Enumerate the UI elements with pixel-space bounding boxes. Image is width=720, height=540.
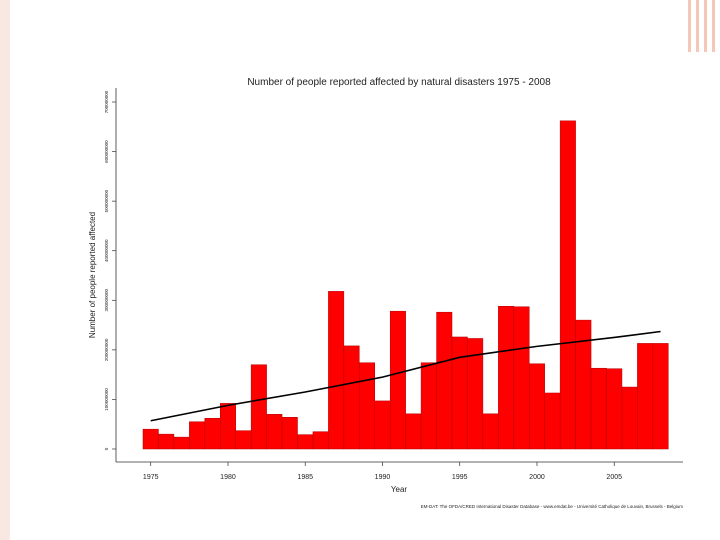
y-tick-label: 500000000 xyxy=(104,189,109,212)
x-tick-label: 1995 xyxy=(452,474,468,481)
bar-1981 xyxy=(235,430,252,450)
bar-1979 xyxy=(204,418,221,450)
bar-2000 xyxy=(529,363,545,450)
bar-2006 xyxy=(621,386,638,450)
x-tick-label: 1985 xyxy=(297,474,313,481)
bar-1984 xyxy=(281,417,298,450)
bar-1998 xyxy=(498,305,515,450)
bar-1999 xyxy=(513,306,530,450)
bar-1989 xyxy=(359,362,375,450)
y-tick-label: 300000000 xyxy=(104,289,109,312)
bar-1992 xyxy=(405,413,422,450)
chart-title: Number of people reported affected by na… xyxy=(247,77,551,88)
trend-line-group xyxy=(150,330,661,422)
bar-1982 xyxy=(250,364,267,450)
bar-1977 xyxy=(173,436,190,450)
bar-1986 xyxy=(312,431,329,450)
bar-1993 xyxy=(420,362,437,450)
bar-2002 xyxy=(559,120,576,450)
bar-2007 xyxy=(637,343,654,450)
y-tick-label: 100000000 xyxy=(104,388,109,411)
top-right-decoration xyxy=(684,0,720,52)
axes-group: 0 100000000 200000000 300000000 400000000 500… xyxy=(104,88,683,481)
trend-line xyxy=(150,330,661,422)
bar-1975 xyxy=(142,428,159,450)
x-axis-label: Year xyxy=(391,485,408,494)
y-tick-label: 200000000 xyxy=(104,338,109,361)
x-tick-label: 1980 xyxy=(220,474,236,481)
bar-1996 xyxy=(467,338,484,450)
left-accent-strip xyxy=(0,0,10,540)
bar-1988 xyxy=(343,345,360,450)
bar-1987 xyxy=(328,291,345,450)
bar-1983 xyxy=(266,414,283,450)
bar-1997 xyxy=(482,413,499,450)
x-tick-label: 1990 xyxy=(375,474,391,481)
bar-1990 xyxy=(374,400,391,450)
bar-1991 xyxy=(389,310,406,450)
x-tick-label: 2005 xyxy=(606,474,622,481)
bar-1994 xyxy=(436,311,453,450)
y-tick-label: 400000000 xyxy=(104,239,109,262)
bar-1976 xyxy=(158,433,175,450)
y-tick-label: 0 xyxy=(104,447,109,450)
bar-2008 xyxy=(652,343,669,450)
bar-1980 xyxy=(220,403,236,450)
bar-2003 xyxy=(575,319,592,450)
bar-1978 xyxy=(189,421,206,450)
bar-2004 xyxy=(590,367,607,450)
bar-1995 xyxy=(451,336,468,450)
bar-1985 xyxy=(297,434,314,450)
source-caption: EM-DAT: The OFDA/CRED International Disa… xyxy=(421,504,683,509)
x-tick-label: 1975 xyxy=(143,474,159,481)
bars-group xyxy=(142,120,669,450)
bar-2005 xyxy=(606,368,623,450)
y-tick-label: 600000000 xyxy=(104,140,109,163)
y-axis-label: Number of people reported affected xyxy=(88,212,97,338)
y-tick-label: 700000000 xyxy=(104,90,109,113)
bar-2001 xyxy=(544,392,561,450)
x-tick-label: 2000 xyxy=(529,474,545,481)
